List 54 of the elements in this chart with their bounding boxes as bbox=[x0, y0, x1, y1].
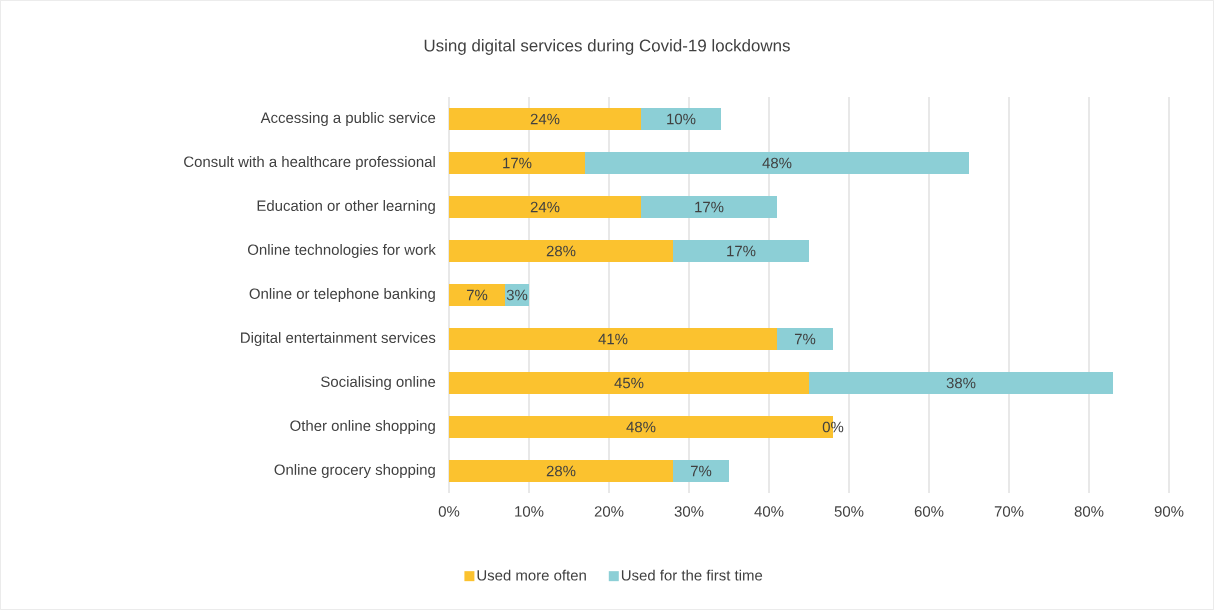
x-tick-label: 10% bbox=[515, 506, 544, 517]
data-label: 7% bbox=[466, 289, 488, 301]
y-tick-label: Online technologies for work bbox=[248, 244, 436, 258]
data-label: 28% bbox=[546, 245, 576, 257]
data-label: 28% bbox=[546, 465, 576, 477]
bar bbox=[449, 240, 673, 263]
x-tick-label: 0% bbox=[438, 506, 460, 517]
data-label: 48% bbox=[762, 157, 792, 169]
data-label: 41% bbox=[598, 333, 628, 345]
bar bbox=[449, 108, 641, 131]
data-label: 10% bbox=[667, 113, 696, 125]
x-tick-label: 30% bbox=[674, 506, 704, 517]
y-tick-label: Other online shopping bbox=[290, 420, 435, 434]
x-tick-label: 70% bbox=[994, 506, 1024, 517]
data-label: 24% bbox=[530, 113, 560, 125]
bar bbox=[449, 460, 673, 482]
bar bbox=[809, 372, 1114, 395]
bar bbox=[641, 108, 721, 131]
bar bbox=[449, 372, 809, 395]
y-tick-label: Digital entertainment services bbox=[241, 332, 436, 346]
x-tick-label: 80% bbox=[1074, 506, 1104, 517]
data-label: 7% bbox=[794, 333, 816, 345]
data-label: 48% bbox=[626, 421, 656, 433]
data-label: 7% bbox=[690, 465, 712, 477]
y-tick-label: Consult with a healthcare professional bbox=[184, 156, 435, 170]
y-tick-label: Education or other learning bbox=[257, 200, 435, 214]
y-tick-label: Online grocery shopping bbox=[274, 464, 435, 478]
y-tick-label: Socialising online bbox=[321, 376, 436, 390]
bar bbox=[585, 152, 969, 175]
data-label: 24% bbox=[530, 201, 560, 213]
bar bbox=[449, 196, 641, 219]
bar bbox=[673, 240, 809, 263]
y-tick-label: Online or telephone banking bbox=[249, 288, 435, 302]
data-label: 3% bbox=[506, 289, 528, 301]
x-tick-label: 20% bbox=[594, 506, 624, 517]
data-label: 38% bbox=[946, 377, 976, 389]
x-tick-label: 60% bbox=[914, 506, 944, 517]
x-tick-label: 90% bbox=[1154, 506, 1184, 517]
legend-label: Used more often bbox=[477, 569, 586, 581]
y-tick-label: Accessing a public service bbox=[260, 112, 436, 126]
data-label: 17% bbox=[727, 245, 756, 257]
bar bbox=[449, 152, 585, 175]
data-label: 17% bbox=[503, 157, 532, 169]
data-label: 45% bbox=[614, 377, 644, 389]
bar bbox=[449, 284, 505, 307]
bar bbox=[777, 328, 833, 351]
x-tick-label: 40% bbox=[754, 506, 784, 517]
data-label: 17% bbox=[695, 201, 724, 213]
bar bbox=[673, 460, 729, 482]
bar bbox=[449, 328, 777, 351]
bar bbox=[641, 196, 777, 219]
legend-label: Used for the first time bbox=[621, 569, 763, 581]
chart-title: Using digital services during Covid-19 lockdowns bbox=[424, 39, 790, 55]
x-tick-label: 50% bbox=[834, 506, 864, 517]
